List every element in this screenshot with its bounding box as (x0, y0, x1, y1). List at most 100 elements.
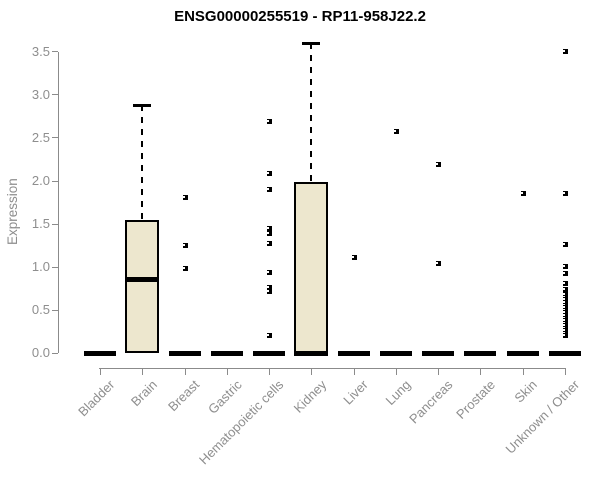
outlier-point-center (267, 120, 269, 123)
y-axis-tick (52, 51, 58, 53)
outlier-point (562, 270, 568, 276)
outlier-point (562, 310, 568, 316)
y-axis-tick (52, 309, 58, 311)
y-axis-tick (52, 180, 58, 182)
outlier-point-center (267, 188, 269, 191)
outlier-point-center (267, 333, 269, 336)
outlier-point (267, 269, 272, 275)
x-axis-tick (353, 369, 355, 376)
x-axis-tick (269, 369, 270, 376)
x-axis-tick (564, 369, 566, 376)
x-axis-tick-label: Brain (127, 377, 160, 410)
outlier-point (267, 170, 272, 176)
x-axis-tick (226, 369, 228, 376)
outlier-point (562, 325, 568, 331)
outlier-point (562, 307, 568, 313)
outlier-point (267, 231, 272, 237)
outlier-point (267, 119, 272, 125)
x-axis-tick-label: Kidney (290, 377, 329, 416)
box-body (294, 181, 329, 354)
outlier-point-center (267, 242, 269, 245)
outlier-point-center (267, 270, 269, 273)
whisker-cap (133, 104, 152, 108)
collapsed-box (464, 350, 497, 356)
outlier-point (351, 255, 357, 261)
outlier-point (562, 315, 568, 321)
outlier-point-center (562, 50, 565, 53)
outlier-point (562, 297, 568, 303)
collapsed-box (210, 350, 243, 356)
y-axis-tick-label: 1.0 (31, 259, 50, 275)
outlier-point-center (562, 293, 565, 296)
outlier-point-center (562, 311, 565, 314)
y-axis-tick-label: 3.5 (31, 43, 50, 59)
outlier-point (267, 241, 272, 247)
outlier-point (182, 243, 188, 249)
outlier-point-center (562, 192, 565, 195)
outlier-point (562, 292, 568, 298)
y-axis-tick (52, 223, 58, 225)
outlier-point-center (182, 244, 185, 247)
x-axis-tick (184, 369, 186, 376)
collapsed-box (506, 350, 539, 356)
outlier-point-center (351, 256, 354, 259)
outlier-point-center (562, 333, 565, 336)
x-axis-tick-label: Pancreas (406, 377, 456, 427)
outlier-point (393, 128, 399, 134)
outlier-point (562, 263, 568, 269)
outlier-point-center (393, 129, 396, 132)
x-axis-tick (395, 369, 397, 376)
collapsed-box (84, 350, 116, 356)
outlier-point (562, 191, 568, 197)
outlier-point (267, 225, 272, 231)
y-axis-tick (52, 94, 58, 96)
outlier-point (520, 191, 526, 197)
outlier-point-center (562, 313, 565, 316)
y-axis-tick (52, 352, 58, 354)
outlier-point-center (267, 171, 269, 174)
outlier-point (562, 320, 568, 326)
outlier-point (562, 332, 568, 338)
outlier-point-center (562, 308, 565, 311)
y-axis-tick-label: 2.0 (31, 173, 50, 188)
x-axis-tick-label: Gastric (204, 377, 245, 417)
outlier-point (436, 162, 441, 168)
outlier-point-center (562, 329, 565, 332)
outlier-point (562, 323, 568, 329)
x-axis-tick (142, 369, 144, 376)
outlier-point (182, 265, 188, 271)
outlier-point (267, 187, 272, 193)
outlier-point (267, 332, 272, 338)
outlier-point (562, 302, 568, 308)
x-axis-line (99, 368, 566, 370)
outlier-point-center (562, 271, 565, 274)
x-axis-tick-label: Prostate (453, 377, 498, 422)
x-axis-tick (438, 369, 439, 376)
outlier-point (562, 287, 568, 293)
collapsed-box (379, 350, 412, 356)
x-axis-tick (100, 369, 101, 376)
outlier-point (562, 318, 568, 324)
outlier-point (562, 294, 568, 300)
collapsed-box (253, 350, 285, 356)
y-axis-tick (52, 137, 58, 139)
x-axis-tick-label: Bladder (75, 377, 118, 420)
outlier-point-center (436, 163, 438, 166)
outlier-point-center (267, 285, 269, 288)
y-axis-tick-label: 1.5 (31, 216, 50, 232)
outlier-point (562, 305, 568, 311)
outlier-point-center (562, 319, 565, 322)
whisker-cap (302, 42, 321, 46)
outlier-point (267, 284, 272, 290)
outlier-point-center (436, 262, 438, 265)
y-axis-label: Expression (5, 178, 20, 245)
outlier-point-center (182, 266, 185, 269)
outlier-point (267, 288, 272, 294)
outlier-point-center (562, 303, 565, 306)
median-line (294, 350, 329, 356)
y-axis-line (58, 51, 59, 354)
outlier-point-center (562, 282, 565, 285)
collapsed-box (337, 350, 370, 356)
outlier-point-center (562, 324, 565, 327)
